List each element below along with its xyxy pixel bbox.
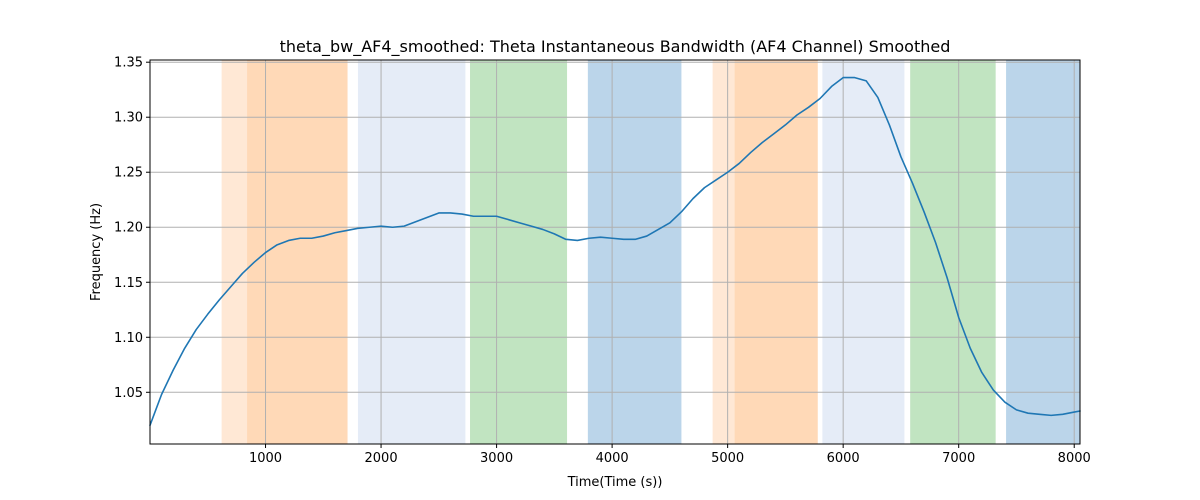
shaded-band-6: [734, 60, 818, 444]
grid-layer: [150, 60, 1080, 444]
shaded-band-2: [357, 60, 466, 444]
shaded-band-9: [1006, 60, 1080, 444]
shaded-band-5: [712, 60, 735, 444]
x-tick-label: 7000: [942, 451, 975, 466]
y-tick-label: 1.05: [114, 386, 143, 401]
x-axis-label: Time(Time (s)): [567, 475, 663, 490]
ticks-layer: 1000 2000 3000 4000 5000 6000 7000 8000 1.05 1.10…: [114, 56, 1091, 466]
x-tick-label: 6000: [827, 451, 860, 466]
shaded-band-1: [247, 60, 348, 444]
x-tick-label: 4000: [596, 451, 629, 466]
x-tick-label: 1000: [249, 451, 282, 466]
shaded-band-3: [470, 60, 568, 444]
series-line-0: [149, 76, 1081, 427]
x-tick-label: 8000: [1058, 451, 1091, 466]
x-tick-label: 3000: [480, 451, 513, 466]
y-tick-label: 1.10: [114, 331, 143, 346]
y-tick-label: 1.35: [114, 56, 143, 71]
y-axis-label: Frequency (Hz): [89, 203, 104, 301]
shaded-band-0: [221, 60, 248, 444]
y-tick-label: 1.30: [114, 111, 143, 126]
y-tick-label: 1.15: [114, 276, 143, 291]
plot-frame: [149, 59, 1081, 445]
x-tick-label: 2000: [365, 451, 398, 466]
y-tick-label: 1.25: [114, 166, 143, 181]
shaded-band-4: [587, 60, 682, 444]
x-tick-label: 5000: [711, 451, 744, 466]
y-tick-label: 1.20: [114, 221, 143, 236]
shaded-band-8: [910, 60, 996, 444]
line-layer: [149, 76, 1081, 427]
shaded-band-7: [822, 60, 905, 444]
bands-layer: [221, 60, 1080, 444]
chart-title: theta_bw_AF4_smoothed: Theta Instantaneo…: [280, 37, 951, 57]
